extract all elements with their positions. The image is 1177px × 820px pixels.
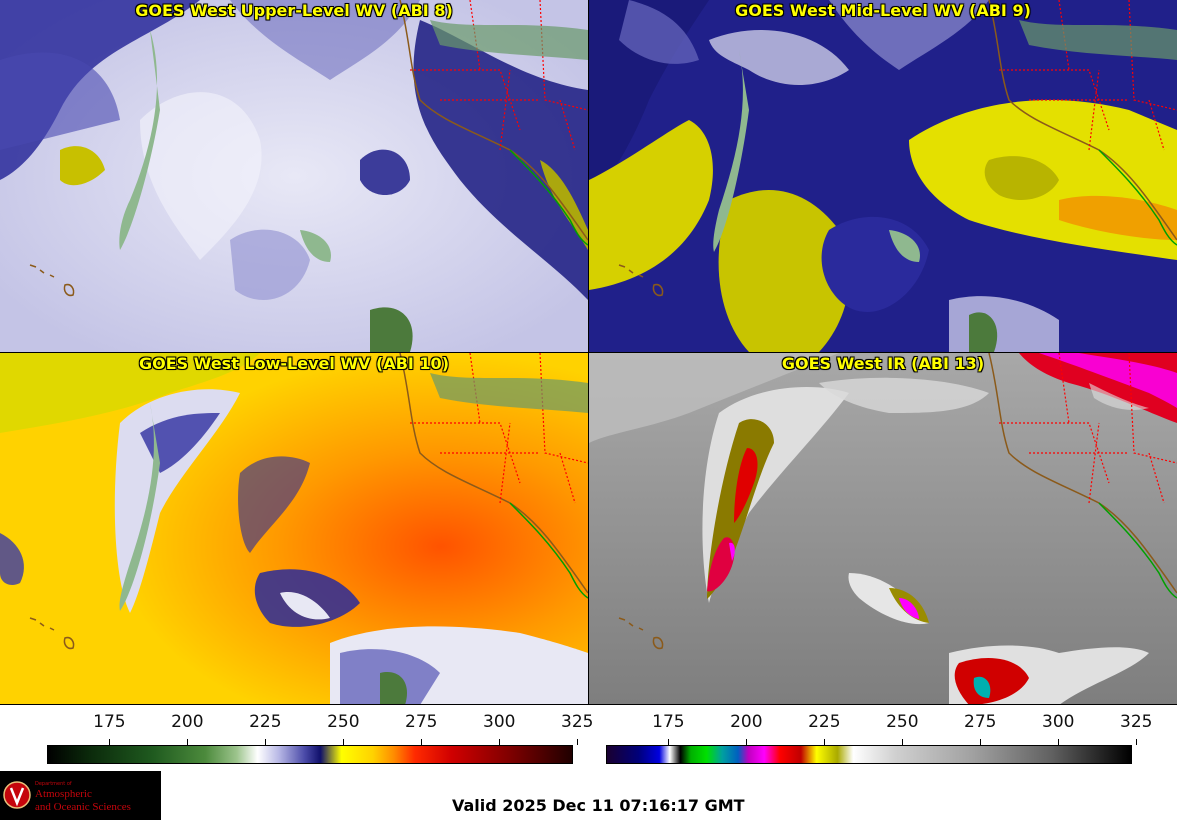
wv-colorbar-ticks: 175 200 225 250 275 300 325 [47,712,593,745]
colorbar-tick-mark [499,739,501,745]
uw-aos-logo: Department of Atmospheric and Oceanic Sc… [0,771,161,820]
panel-ir: GOES West IR (ABI 13) [589,353,1177,705]
horizontal-divider [0,352,1177,353]
valid-time: Valid 2025 Dec 11 07:16:17 GMT [452,796,745,815]
logo-line2: and Oceanic Sciences [35,801,131,813]
colorbar-tick-mark [421,739,423,745]
ir-image [589,353,1177,705]
colorbar-tick-mark [1136,739,1138,745]
colorbar-tick-label: 225 [249,712,282,732]
colorbar-tick-label: 300 [1042,712,1075,732]
colorbar-tick-label: 325 [561,712,594,732]
colorbar-tick-label: 250 [886,712,919,732]
colorbar-tick-label: 225 [808,712,841,732]
panel-title: GOES West Upper-Level WV (ABI 8) [135,1,453,20]
panel-title: GOES West Mid-Level WV (ABI 9) [735,1,1031,20]
mid-level-wv-image [589,0,1177,352]
colorbar-tick-label: 275 [964,712,997,732]
bottom-divider [0,704,1177,705]
colorbar-tick-label: 175 [93,712,126,732]
panel-title: GOES West Low-Level WV (ABI 10) [138,354,449,373]
colorbar-tick-mark [109,739,111,745]
ir-colorbar: 175 200 225 250 275 300 325 [606,712,1152,767]
colorbar-tick-mark [265,739,267,745]
ir-colorbar-ticks: 175 200 225 250 275 300 325 [606,712,1152,745]
wv-colorbar-strip [47,745,573,764]
panel-mid-level-wv: GOES West Mid-Level WV (ABI 9) [589,0,1177,352]
panel-title: GOES West IR (ABI 13) [781,354,985,373]
panel-low-level-wv: GOES West Low-Level WV (ABI 10) [0,353,588,705]
colorbar-tick-mark [668,739,670,745]
colorbar-tick-label: 200 [730,712,763,732]
uw-crest-icon [3,781,31,809]
low-level-wv-image [0,353,588,705]
colorbar-tick-mark [824,739,826,745]
panel-upper-level-wv: GOES West Upper-Level WV (ABI 8) [0,0,588,352]
colorbar-tick-mark [343,739,345,745]
colorbar-tick-label: 175 [652,712,685,732]
colorbar-tick-mark [577,739,579,745]
colorbar-tick-mark [187,739,189,745]
colorbar-tick-label: 325 [1120,712,1153,732]
upper-level-wv-image [0,0,588,352]
colorbar-tick-label: 200 [171,712,204,732]
logo-dept-text: Department of [35,781,72,787]
colorbar-tick-mark [902,739,904,745]
colorbar-tick-mark [980,739,982,745]
logo-line1: Atmospheric [35,788,92,800]
colorbar-tick-label: 250 [327,712,360,732]
colorbar-tick-label: 300 [483,712,516,732]
colorbar-tick-label: 275 [405,712,438,732]
ir-colorbar-strip [606,745,1132,764]
wv-colorbar: 175 200 225 250 275 300 325 [47,712,593,767]
colorbar-tick-mark [1058,739,1060,745]
colorbar-tick-mark [746,739,748,745]
